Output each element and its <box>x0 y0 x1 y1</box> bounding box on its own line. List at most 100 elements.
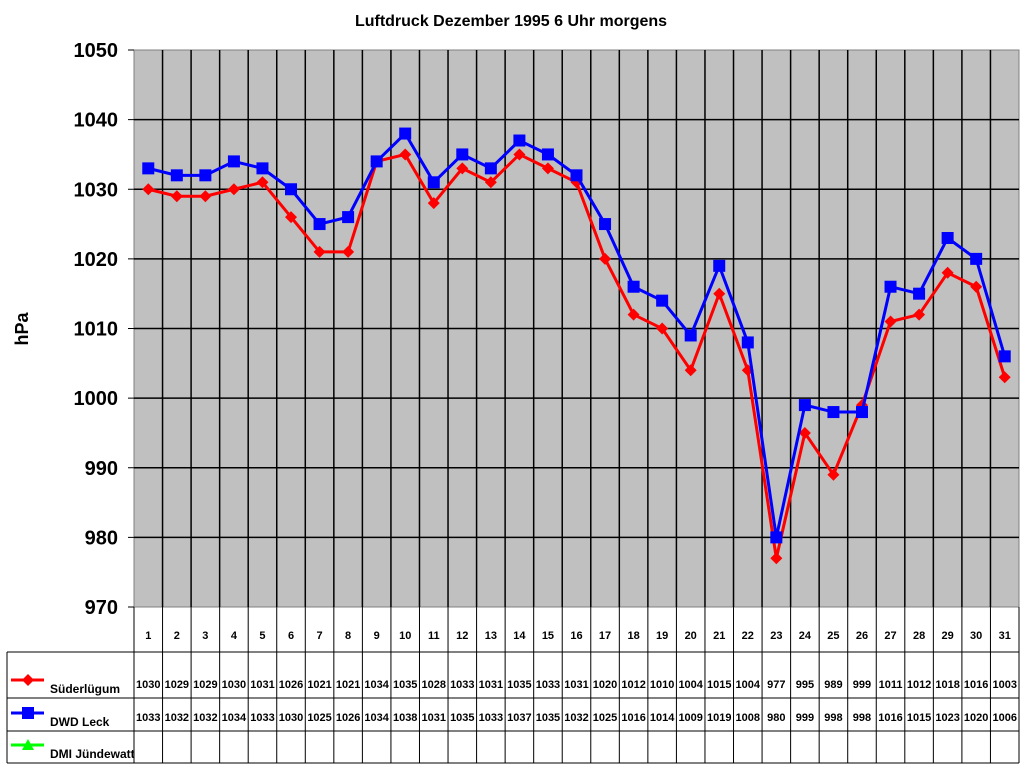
table-cell-value: 998 <box>824 712 842 724</box>
table-cell-value: 1026 <box>336 712 360 724</box>
table-cell-value: 999 <box>853 679 871 691</box>
x-category-label: 20 <box>685 630 697 642</box>
data-point-marker <box>599 218 612 231</box>
table-cell-value: 1034 <box>222 712 247 724</box>
table-cell-value: 1015 <box>907 712 931 724</box>
table-cell-value: 1021 <box>307 679 331 691</box>
table-cell-value: 998 <box>853 712 871 724</box>
data-point-marker <box>142 183 155 196</box>
data-point-marker <box>342 211 355 224</box>
table-cell-value: 1025 <box>307 712 331 724</box>
grid-lines <box>134 50 1019 607</box>
data-point-marker <box>855 406 868 419</box>
x-category-label: 6 <box>288 630 294 642</box>
table-cell-value: 989 <box>824 679 842 691</box>
x-category-label: 4 <box>231 630 238 642</box>
x-category-label: 12 <box>456 630 468 642</box>
data-point-marker <box>627 308 640 321</box>
data-point-marker <box>142 162 155 175</box>
data-point-marker <box>770 552 783 565</box>
data-point-marker <box>599 252 612 265</box>
table-cell-value: 1003 <box>992 679 1016 691</box>
x-category-label: 8 <box>345 630 351 642</box>
x-category-label: 24 <box>799 630 812 642</box>
y-axis-label: hPa <box>12 312 32 346</box>
x-category-label: 31 <box>999 630 1011 642</box>
legend-label: DMI Jündewatt <box>50 747 135 761</box>
x-category-label: 21 <box>713 630 725 642</box>
legend-marker <box>22 674 34 686</box>
data-point-marker <box>170 169 183 182</box>
x-category-label: 3 <box>202 630 208 642</box>
table-cell-value: 1012 <box>621 679 645 691</box>
data-point-marker <box>484 162 497 175</box>
x-category-label: 11 <box>428 630 440 642</box>
data-point-marker <box>456 148 469 161</box>
table-cell-value: 995 <box>796 679 814 691</box>
x-category-label: 30 <box>970 630 982 642</box>
x-category-label: 19 <box>656 630 668 642</box>
data-point-marker <box>313 218 326 231</box>
table-cell-value: 1032 <box>193 712 217 724</box>
x-category-label: 13 <box>485 630 497 642</box>
data-point-marker <box>770 531 783 544</box>
data-point-marker <box>227 155 240 168</box>
table-cell-value: 1029 <box>193 679 217 691</box>
data-point-marker <box>627 280 640 293</box>
data-point-marker <box>570 169 583 182</box>
table-cell-value: 1028 <box>422 679 446 691</box>
x-category-label: 2 <box>174 630 180 642</box>
x-category-label: 9 <box>374 630 380 642</box>
data-point-marker <box>170 190 183 203</box>
y-tick-label: 980 <box>85 527 118 549</box>
table-cell-value: 1038 <box>393 712 417 724</box>
data-point-marker <box>741 336 754 349</box>
table-cell-value: 1021 <box>336 679 360 691</box>
data-table: 1 2 3 4 5 6 7 8 9 10 11 12 13 14 15 16 17 18 19 20 21 22 23 24 2… <box>6 607 1020 764</box>
table-cell-value: 1006 <box>992 712 1016 724</box>
data-point-marker <box>998 371 1011 384</box>
y-tick-label: 1000 <box>74 388 119 410</box>
y-tick-label: 1030 <box>74 179 119 201</box>
table-cell-value: 1012 <box>907 679 931 691</box>
table-cell-value: 1037 <box>507 712 531 724</box>
data-point-marker <box>399 148 412 161</box>
table-cell-value: 1015 <box>707 679 731 691</box>
table-cell-value: 1031 <box>422 712 446 724</box>
data-point-marker <box>713 287 726 300</box>
table-cell-value: 1025 <box>593 712 617 724</box>
data-point-marker <box>970 280 983 293</box>
table-cell-value: 1014 <box>650 712 675 724</box>
x-category-label: 15 <box>542 630 554 642</box>
table-cell-value: 1020 <box>964 712 988 724</box>
table-cell-value: 1026 <box>279 679 303 691</box>
table-cell-value: 1018 <box>935 679 959 691</box>
data-point-marker <box>684 364 697 377</box>
legend-label: Süderlügum <box>50 682 120 696</box>
data-point-marker <box>998 350 1011 363</box>
x-category-label: 28 <box>913 630 925 642</box>
table-cell-value: 1031 <box>250 679 274 691</box>
table-cell-value: 1030 <box>279 712 303 724</box>
data-point-marker <box>913 287 926 300</box>
table-cell-value: 1034 <box>364 679 389 691</box>
data-point-marker <box>541 162 554 175</box>
y-tick-label: 970 <box>85 597 118 619</box>
data-point-marker <box>656 322 669 335</box>
table-cell-value: 1008 <box>736 712 760 724</box>
data-point-marker <box>256 176 269 189</box>
table-cell-value: 980 <box>767 712 785 724</box>
x-category-label: 26 <box>856 630 868 642</box>
data-point-marker <box>656 294 669 307</box>
data-point-marker <box>285 211 298 224</box>
table-cell-value: 1033 <box>250 712 274 724</box>
legend-marker <box>22 739 34 750</box>
y-tick-label: 1040 <box>74 110 119 132</box>
table-cell-value: 1030 <box>136 679 160 691</box>
data-point-marker <box>227 183 240 196</box>
x-category-label: 10 <box>399 630 411 642</box>
x-category-label: 29 <box>942 630 954 642</box>
x-category-label: 27 <box>884 630 896 642</box>
x-category-label: 23 <box>770 630 782 642</box>
